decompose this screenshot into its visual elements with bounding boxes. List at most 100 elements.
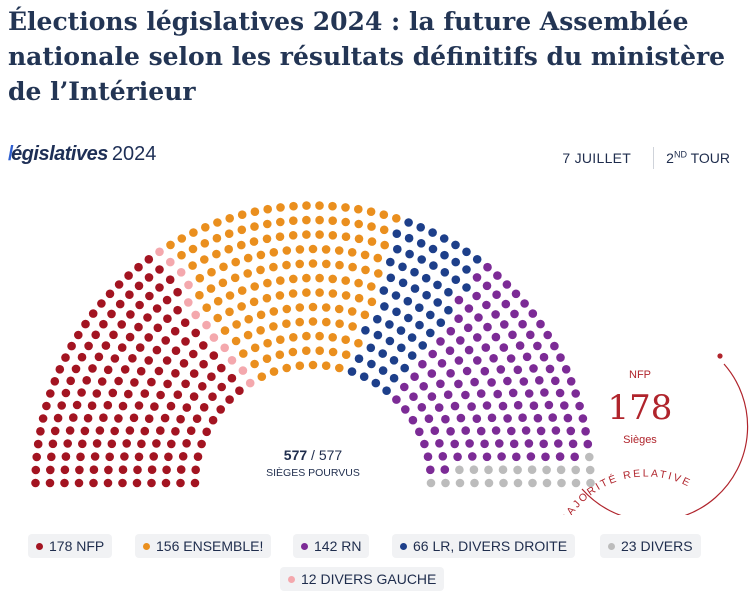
seat-rn — [508, 388, 518, 398]
majority-arc-label: MAJORITÉ RELATIVE — [558, 467, 693, 515]
seat-divers — [542, 478, 552, 488]
seat-ensemble — [275, 291, 285, 300]
seat-ensemble — [282, 246, 292, 255]
seat-ensemble — [289, 201, 298, 211]
seat-nfp — [88, 309, 98, 318]
seat-nfp — [65, 426, 75, 435]
seat-nfp — [36, 427, 45, 436]
seat-nfp — [189, 392, 199, 401]
seat-ensemble — [373, 253, 383, 263]
seat-rn — [474, 313, 483, 322]
seat-ensemble — [341, 276, 351, 285]
seat-nfp — [101, 341, 111, 350]
seat-rn — [441, 414, 450, 424]
seat-rn — [446, 326, 456, 336]
seat-rn — [510, 309, 519, 319]
seat-nfp — [166, 401, 176, 411]
seat-rn — [522, 352, 532, 362]
seat-divers-gauche — [155, 247, 164, 257]
seat-ensemble — [212, 249, 221, 259]
legend-dot-divers-gauche — [288, 575, 295, 583]
seat-lr-divers-droite — [393, 244, 402, 254]
seat-rn — [464, 304, 474, 313]
seat-rn — [561, 365, 571, 374]
seat-nfp — [114, 280, 124, 289]
seat-ensemble — [269, 262, 278, 272]
seat-rn — [541, 452, 550, 462]
seat-rn — [482, 300, 491, 310]
seat-ensemble — [347, 248, 357, 257]
seat-divers-gauche — [238, 366, 248, 375]
seat-rn — [420, 439, 429, 449]
seat-rn — [446, 427, 455, 436]
seat-nfp — [95, 426, 105, 435]
seat-nfp — [38, 414, 48, 423]
seat-ensemble — [289, 274, 298, 284]
seat-nfp — [153, 323, 163, 333]
seat-nfp — [69, 413, 78, 422]
seat-lr-divers-droite — [416, 239, 426, 248]
seat-nfp — [88, 364, 97, 373]
seat-divers-gauche — [184, 298, 193, 307]
seat-divers — [527, 465, 537, 475]
seat-ensemble — [282, 260, 291, 270]
seat-nfp — [225, 395, 234, 404]
legend-dot-rn — [301, 542, 308, 550]
seat-ensemble — [243, 330, 253, 340]
seat-lr-divers-droite — [386, 257, 395, 267]
seat-ensemble — [322, 317, 331, 327]
seat-ensemble — [200, 255, 209, 264]
seat-rn — [518, 319, 527, 329]
seat-rn — [503, 414, 512, 423]
seat-ensemble — [302, 288, 311, 297]
seat-ensemble — [200, 239, 210, 248]
seat-nfp — [134, 401, 144, 410]
seat-nfp — [208, 392, 217, 401]
seat-ensemble — [256, 326, 265, 335]
seat-ensemble — [224, 244, 233, 254]
seat-divers — [498, 465, 508, 475]
seat-rn — [443, 390, 453, 399]
seat-lr-divers-droite — [396, 326, 406, 335]
seat-divers — [455, 465, 464, 475]
seat-rn — [446, 369, 455, 378]
legend-dot-lr — [400, 542, 407, 550]
seat-ensemble — [237, 225, 247, 235]
seat-nfp — [182, 439, 191, 448]
seat-ensemble — [361, 265, 370, 275]
seat-nfp — [170, 326, 180, 336]
seat-nfp — [179, 359, 189, 368]
seat-lr-divers-droite — [426, 310, 435, 320]
seat-ensemble — [295, 361, 305, 370]
seat-nfp — [46, 465, 55, 475]
seat-lr-divers-droite — [410, 284, 420, 293]
seat-ensemble — [367, 282, 376, 291]
seat-lr-divers-droite — [385, 336, 395, 346]
seat-ensemble — [275, 232, 285, 241]
seat-nfp — [99, 413, 108, 422]
seat-ensemble — [347, 307, 357, 316]
seat-nfp — [120, 365, 130, 374]
seat-nfp — [216, 405, 225, 414]
seat-lr-divers-droite — [354, 354, 364, 363]
seat-rn — [515, 341, 525, 350]
seat-ensemble — [308, 317, 318, 326]
seat-ensemble — [225, 307, 234, 317]
seat-lr-divers-droite — [444, 305, 453, 315]
seat-divers — [470, 478, 479, 488]
seat-lr-divers-droite — [426, 328, 435, 338]
legend-item-divers: 23 DIVERS — [600, 534, 701, 558]
seat-ensemble — [315, 273, 324, 283]
seat-rn — [520, 299, 529, 308]
seat-nfp — [140, 426, 150, 436]
seat-rn — [461, 426, 471, 435]
seat-rn — [464, 345, 474, 355]
seat-ensemble — [188, 261, 197, 270]
seat-nfp — [66, 376, 75, 386]
seat-ensemble — [308, 302, 318, 312]
seat-nfp — [89, 478, 98, 488]
legend-count-divers: 23 — [621, 538, 637, 554]
seat-rn — [543, 330, 552, 340]
seat-ensemble — [177, 234, 187, 243]
seat-lr-divers-droite — [433, 298, 443, 307]
